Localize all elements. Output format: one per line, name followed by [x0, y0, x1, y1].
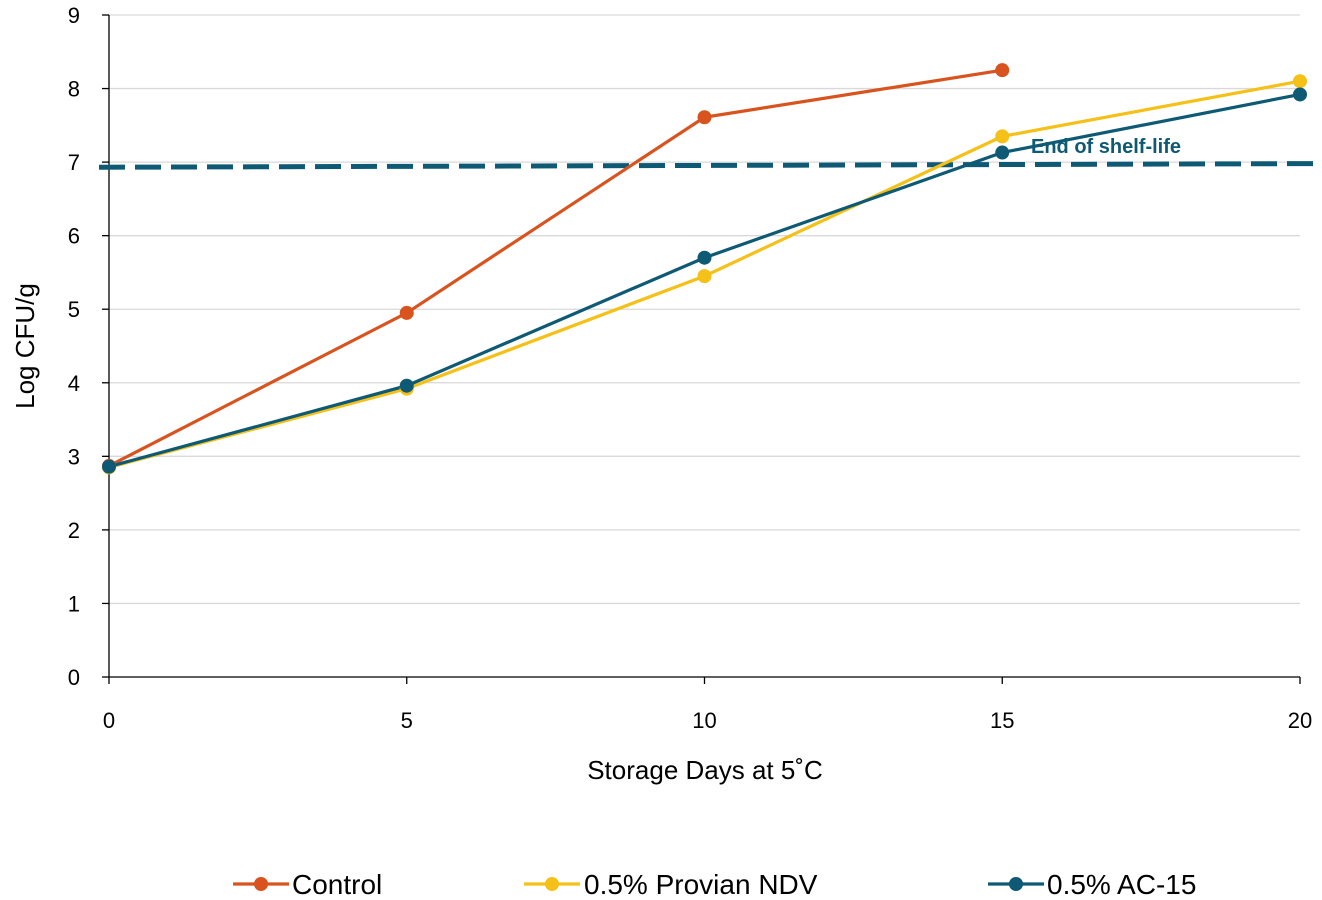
x-tick-label-10: 10 — [692, 708, 716, 733]
y-tick-label-9: 9 — [68, 3, 80, 28]
series-3-point-10 — [697, 250, 712, 265]
series-3-point-15 — [995, 145, 1010, 160]
y-tick-label-7: 7 — [68, 150, 80, 175]
x-tick-label-5: 5 — [401, 708, 413, 733]
end-of-shelf-life-annotation: End of shelf-life — [1031, 136, 1181, 158]
y-tick-label-5: 5 — [68, 297, 80, 322]
series-2-point-15 — [995, 129, 1010, 144]
legend-swatch-marker-2 — [545, 877, 559, 891]
legend-label-3: 0.5% AC-15 — [1047, 869, 1196, 900]
y-tick-label-2: 2 — [68, 518, 80, 543]
y-tick-label-6: 6 — [68, 224, 80, 249]
legend-item-2: 0.5% Provian NDV — [524, 869, 818, 900]
series-2-point-10 — [697, 269, 712, 284]
series-2-point-20 — [1293, 74, 1307, 89]
y-axis-title: Log CFU/g — [10, 283, 40, 409]
series-3-point-0 — [102, 459, 116, 474]
y-tick-label-1: 1 — [68, 591, 80, 616]
y-tick-label-0: 0 — [68, 665, 80, 690]
x-tick-label-15: 15 — [990, 708, 1014, 733]
x-tick-label-20: 20 — [1288, 708, 1312, 733]
series-3-point-20 — [1293, 87, 1307, 102]
series-line-1 — [107, 68, 1004, 468]
y-tick-label-3: 3 — [68, 444, 80, 469]
legend-swatch-marker-3 — [1009, 877, 1023, 891]
series-group — [102, 63, 1307, 475]
series-1-point-15 — [995, 63, 1010, 78]
series-1-point-5 — [399, 305, 414, 320]
legend-label-2: 0.5% Provian NDV — [584, 869, 818, 900]
y-tick-label-4: 4 — [68, 371, 80, 396]
series-1-point-10 — [697, 110, 712, 125]
x-axis-title: Storage Days at 5˚C — [587, 755, 823, 785]
x-tick-label-0: 0 — [103, 708, 115, 733]
axes — [102, 14, 1301, 684]
series-3-point-5 — [399, 378, 414, 393]
legend: Control 0.5% Provian NDV 0.5% AC-15 — [233, 869, 1196, 900]
end-of-shelf-life-line — [98, 161, 1321, 170]
legend-swatch-marker-1 — [254, 877, 268, 891]
tick-labels: 0 1 2 3 4 5 6 7 8 9 0 5 10 15 20 — [68, 3, 1312, 733]
reference-line-group — [98, 161, 1321, 170]
gridlines — [109, 14, 1300, 605]
legend-label-1: Control — [292, 869, 382, 900]
legend-item-1: Control — [233, 869, 382, 900]
legend-item-3: 0.5% AC-15 — [988, 869, 1196, 900]
y-tick-label-8: 8 — [68, 77, 80, 102]
